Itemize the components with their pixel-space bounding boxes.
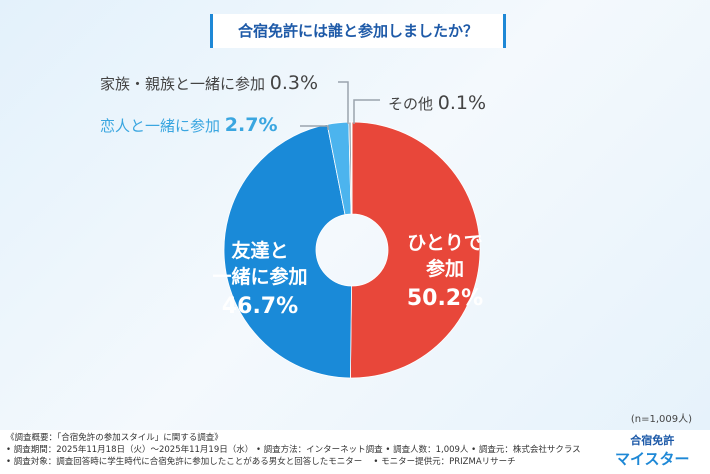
label-solo-1: ひとりで	[407, 232, 483, 254]
label-family-pct: 0.3%	[269, 72, 319, 94]
label-family: 家族・親族と一緒に参加 0.3%	[100, 72, 318, 94]
chart-title: 合宿免許には誰と参加しましたか？	[210, 14, 506, 48]
survey-footer: 《調査概要：「合宿免許の参加スタイル」に関する調査》 • 調査期間：2025年1…	[6, 432, 581, 468]
footer-line3: • 調査対象：調査回答時に学生時代に合宿免許に参加したことがある男女と回答したモ…	[6, 457, 516, 467]
label-family-text: 家族・親族と一緒に参加	[100, 75, 266, 93]
label-other-pct: 0.1%	[437, 92, 487, 114]
label-friends-pct: 46.7%	[221, 294, 299, 319]
label-other: その他 0.1%	[388, 92, 486, 114]
logo: 合宿免許 マイスター	[615, 432, 690, 469]
label-solo: ひとりで 参加 50.2%	[395, 230, 495, 312]
label-solo-pct: 50.2%	[406, 286, 484, 311]
slice-friends	[223, 123, 352, 379]
footer-line2: • 調査期間：2025年11月18日（火）～2025年11月19日（水） • 調…	[6, 445, 581, 455]
leader-family	[338, 81, 349, 124]
label-solo-2: 参加	[425, 258, 464, 280]
slice-other	[350, 121, 353, 215]
label-partner-text: 恋人と一緒に参加	[100, 117, 221, 135]
label-friends-1: 友達と	[231, 240, 289, 262]
logo-top: 合宿免許	[630, 434, 675, 447]
label-friends: 友達と 一緒に参加 46.7%	[205, 238, 315, 320]
label-friends-2: 一緒に参加	[212, 266, 308, 288]
leader-partner	[300, 125, 329, 130]
slice-solo	[349, 121, 481, 379]
label-other-text: その他	[388, 95, 434, 113]
label-partner-pct: 2.7%	[224, 114, 278, 136]
donut-chart	[223, 81, 481, 379]
label-partner: 恋人と一緒に参加 2.7%	[100, 114, 278, 136]
logo-bottom: マイスター	[615, 450, 690, 468]
footer-line1: 《調査概要：「合宿免許の参加スタイル」に関する調査》	[6, 433, 223, 443]
sample-size: (n=1,009人)	[630, 414, 692, 425]
leader-other	[353, 99, 380, 124]
